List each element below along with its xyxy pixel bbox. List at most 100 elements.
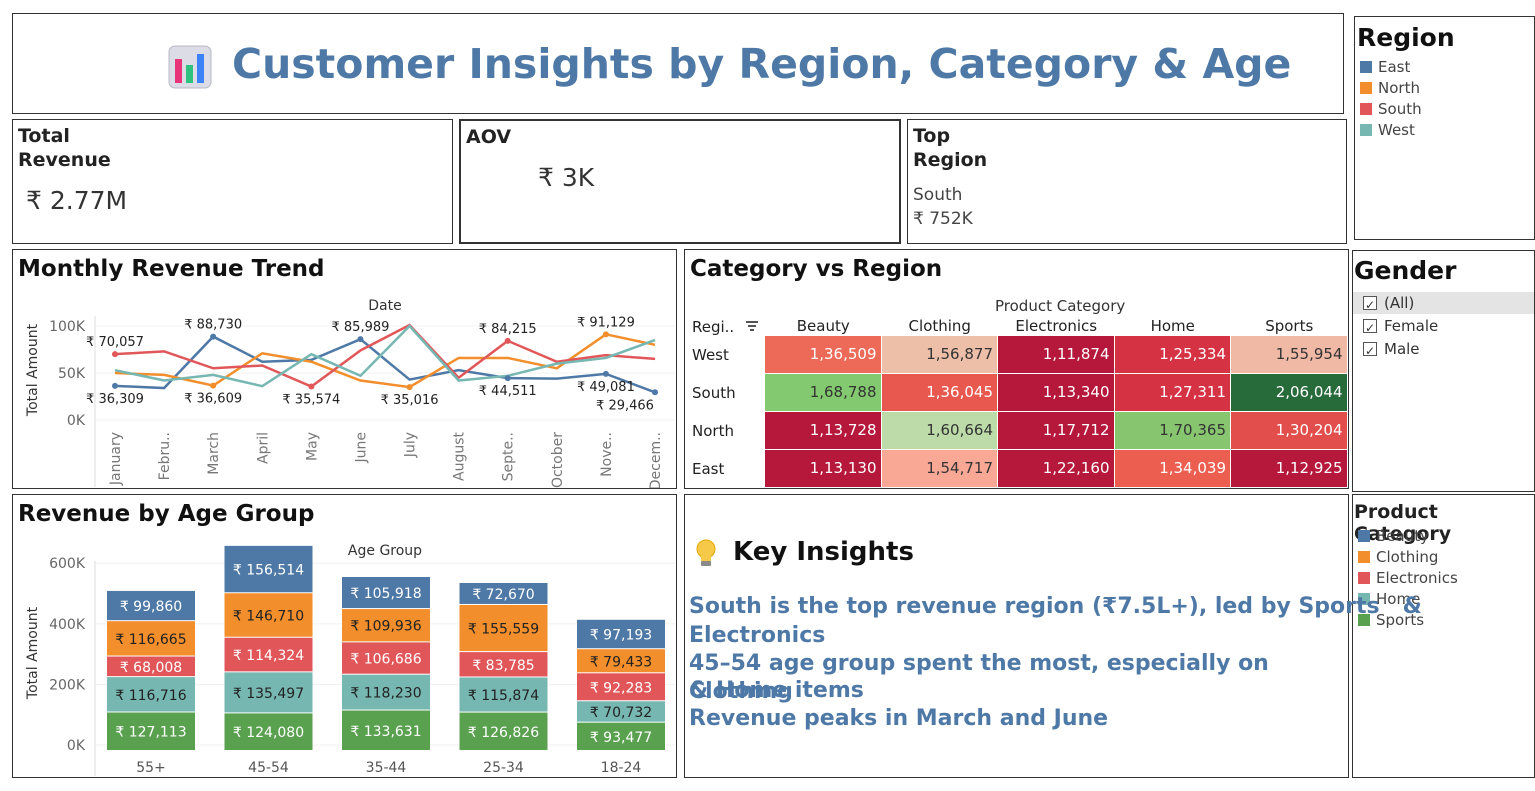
filter-title: Gender [1354,256,1457,285]
y-tick-label: 600K [49,556,86,572]
x-tick-label: April [255,432,271,464]
legend-item[interactable]: Electronics [1358,569,1458,587]
data-point [357,336,364,343]
series-line-east [114,335,656,394]
data-point [504,337,511,344]
gender-option[interactable]: Female [1353,315,1534,339]
y-tick-label: 0K [67,738,86,754]
heatmap-cell[interactable]: 1,70,365 [1114,412,1231,450]
heatmap-cell[interactable]: 1,13,340 [998,374,1115,412]
bar-segment-electronics [459,652,548,677]
x-tick-label: Decem.. [648,432,664,488]
bar-segment-clothing [107,621,195,656]
data-point [308,383,315,390]
heatmap-column-header: Product Category [995,297,1126,315]
heatmap-cell[interactable]: 1,17,712 [998,412,1115,450]
data-label: ₹ 70,057 [86,335,144,350]
heatmap-cell[interactable]: 1,13,130 [765,450,882,488]
top-region-value: ₹ 752K [913,209,973,229]
legend-title: Region [1357,23,1455,52]
y-tick-label: 0K [67,413,86,429]
bar-segment-sports [459,712,548,750]
gender-filter: Gender (All) Female Male [1352,250,1535,492]
chart-title: Revenue by Age Group [18,501,315,527]
gender-option-label: Male [1384,340,1420,358]
legend-swatch [1358,551,1370,563]
heatmap-row-label: South [692,384,736,402]
heatmap-row-label: North [692,422,734,440]
line-chart: Date Total Amount 0K 50K 100K January Febru.. M… [25,298,675,488]
x-tick-label: 25-34 [483,760,524,776]
heatmap-cell[interactable]: 1,34,039 [1114,450,1231,488]
heatmap-cell[interactable]: 1,30,204 [1231,412,1348,450]
x-tick-label: March [206,432,222,475]
data-label: ₹ 35,574 [282,393,340,408]
data-label: ₹ 85,989 [332,320,390,335]
bar-segment-sports [577,722,665,750]
heatmap-cell[interactable]: 1,25,334 [1114,336,1231,374]
bar-label: ₹ 83,785 [472,658,534,674]
checkbox[interactable] [1363,294,1377,316]
heatmap-column-label: Sports [1265,317,1314,335]
bar-label: ₹ 109,936 [350,619,421,635]
heatmap-cell[interactable]: 1,55,954 [1231,336,1348,374]
bar-label: ₹ 97,193 [590,628,652,644]
x-tick-label: Septe.. [501,432,517,481]
data-point [210,333,217,340]
heatmap-cell[interactable]: 1,56,877 [881,336,998,374]
checkbox[interactable] [1363,317,1377,339]
bar-segment-electronics [107,656,195,677]
legend-item[interactable]: North [1360,79,1420,97]
insight-line: 45–54 age group spent the most, especial… [689,651,1269,704]
heatmap-cell[interactable]: 1,11,874 [998,336,1115,374]
heatmap-cell[interactable]: 1,12,925 [1231,450,1348,488]
heatmap-cell[interactable]: 1,36,045 [881,374,998,412]
bar-label: ₹ 105,918 [350,586,421,602]
bar-segment-home [107,677,195,712]
heatmap-cell[interactable]: 2,06,044 [1231,374,1348,412]
data-point [504,375,511,382]
x-tick-label: May [304,432,320,461]
heatmap-cell[interactable]: 1,60,664 [881,412,998,450]
data-label: ₹ 29,466 [596,398,654,413]
sort-icon[interactable] [745,317,758,335]
legend-swatch [1358,572,1370,584]
bar-segment-home [459,677,548,712]
heatmap-cell[interactable]: 1,36,509 [765,336,882,374]
legend-item[interactable]: Home [1358,590,1420,608]
legend-label: Clothing [1376,548,1439,566]
bar-segment-beauty [577,619,665,649]
chart-title: Monthly Revenue Trend [18,256,325,282]
heatmap-cell[interactable]: 1,68,788 [765,374,882,412]
legend-item[interactable]: South [1360,100,1422,118]
region-legend: Region East North South West [1354,16,1535,240]
heatmap-cell[interactable]: 1,27,311 [1114,374,1231,412]
x-tick-label: 45-54 [248,760,289,776]
bar-label: ₹ 124,080 [233,725,304,741]
gender-option[interactable]: Male [1353,338,1534,362]
insight-line: South is the top revenue region (₹7.5L+)… [689,594,1422,619]
x-axis-title: Date [368,298,401,314]
bar-segment-beauty [342,576,430,609]
legend-label: South [1378,100,1422,118]
legend-item[interactable]: Beauty [1358,527,1429,545]
series-line-south [114,323,656,388]
heatmap-cell[interactable]: 1,54,717 [881,450,998,488]
heatmap-cell[interactable]: 1,22,160 [998,450,1115,488]
legend-item[interactable]: West [1360,121,1415,139]
gender-option[interactable]: (All) [1353,292,1534,316]
legend-item[interactable]: Sports [1358,611,1424,629]
legend-swatch [1358,593,1370,605]
legend-item[interactable]: East [1360,58,1410,76]
heatmap-row-header[interactable]: Regi.. [692,317,758,336]
kpi-total-revenue: Total Revenue ₹ 2.77M [12,119,453,244]
x-tick-label: July [403,432,419,458]
data-point [652,389,658,396]
heatmap-cell[interactable]: 1,13,728 [765,412,882,450]
bar-label: ₹ 93,477 [590,730,652,746]
checkbox[interactable] [1363,340,1377,362]
y-axis-title: Total Amount [25,323,41,417]
legend-swatch [1360,103,1372,115]
bar-segment-beauty [224,545,313,593]
legend-item[interactable]: Clothing [1358,548,1438,566]
